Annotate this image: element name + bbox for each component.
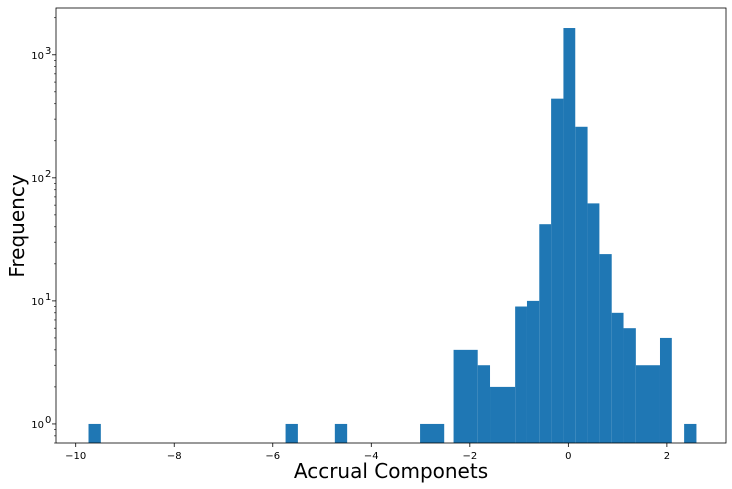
y-tick-label: 10 <box>31 297 44 308</box>
histogram-bar <box>490 386 516 443</box>
x-tick-label: −8 <box>167 451 182 462</box>
y-tick-label: 10 <box>31 174 44 185</box>
x-axis-title: Accrual Componets <box>294 459 488 483</box>
y-tick-label: 10 <box>31 51 44 62</box>
histogram-bar <box>563 28 576 443</box>
histogram-bar <box>515 306 527 443</box>
histogram-bar <box>684 423 697 443</box>
x-tick-label: 0 <box>565 451 571 462</box>
histogram-bar <box>526 300 540 443</box>
x-tick-label: −10 <box>65 451 86 462</box>
bars-group <box>88 28 697 443</box>
histogram-bar <box>453 349 478 443</box>
y-tick-exponent: 2 <box>45 169 51 180</box>
y-axis-title: Frequency <box>5 174 29 277</box>
histogram-bar <box>539 224 552 443</box>
y-tick-exponent: 3 <box>45 46 51 57</box>
x-tick-label: −4 <box>364 451 379 462</box>
histogram-bar <box>477 365 491 443</box>
histogram-bar <box>587 203 600 443</box>
histogram-bar <box>599 254 612 443</box>
histogram-bar <box>551 98 564 443</box>
x-axis-ticks: −10 −8 −6 −4 −2 0 2 <box>65 443 670 462</box>
plot-frame <box>55 7 727 444</box>
histogram-bar <box>88 423 101 443</box>
histogram-bar <box>420 423 445 443</box>
histogram-bar <box>575 126 588 443</box>
histogram-bar <box>635 365 660 443</box>
x-tick-label: 2 <box>664 451 670 462</box>
histogram-bar <box>623 328 636 443</box>
histogram-bar <box>611 312 624 443</box>
histogram-bar <box>659 337 672 443</box>
y-tick-exponent: 1 <box>45 292 51 303</box>
x-tick-label: −6 <box>265 451 280 462</box>
histogram-bar <box>334 423 348 443</box>
x-tick-label: −2 <box>462 451 477 462</box>
y-tick-label: 10 <box>31 420 44 431</box>
y-tick-exponent: 0 <box>45 415 51 426</box>
histogram-bar <box>285 423 298 443</box>
